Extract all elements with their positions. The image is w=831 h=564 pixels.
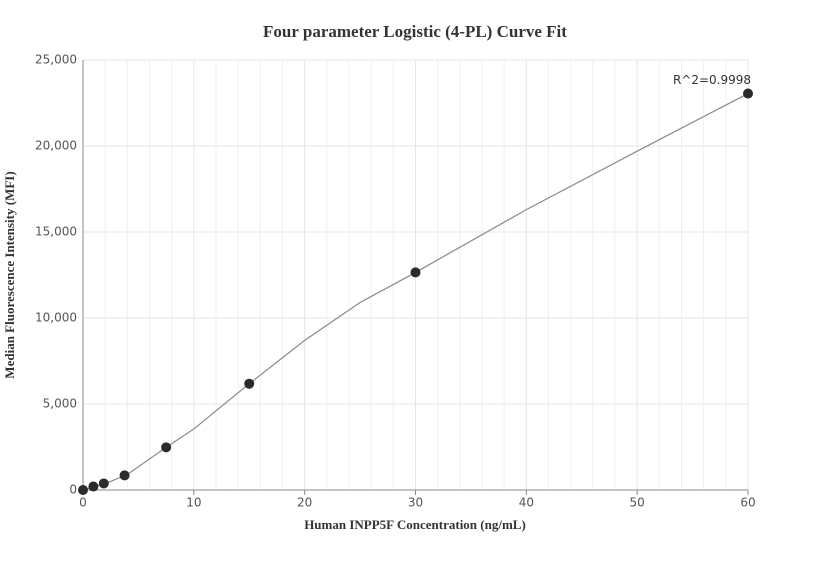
y-tick-label: 15,000 [35, 225, 77, 239]
chart-title: Four parameter Logistic (4-PL) Curve Fit [263, 22, 567, 41]
x-axis-label: Human INPP5F Concentration (ng/mL) [304, 517, 526, 532]
x-tick-label: 10 [186, 496, 201, 510]
y-tick-label: 25,000 [35, 53, 77, 67]
y-tick-label: 10,000 [35, 311, 77, 325]
data-point [410, 267, 421, 278]
data-point [743, 88, 753, 99]
data-point [98, 478, 109, 489]
data-point [244, 378, 255, 389]
data-point [161, 442, 172, 453]
x-tick-label: 30 [408, 496, 423, 510]
x-tick-label: 0 [79, 496, 87, 510]
y-tick-label: 20,000 [35, 139, 77, 153]
y-tick-label: 0 [69, 483, 77, 497]
data-point [119, 470, 130, 481]
y-axis-label: Median Fluorescence Intensity (MFI) [2, 171, 17, 378]
data-point [88, 481, 99, 492]
y-tick-label: 5,000 [43, 397, 77, 411]
annotation: R^2=0.9998 [673, 73, 751, 87]
x-tick-label: 50 [630, 496, 645, 510]
data-point [78, 485, 88, 495]
x-tick-label: 20 [297, 496, 312, 510]
x-tick-label: 40 [519, 496, 534, 510]
x-tick-label: 60 [740, 496, 755, 510]
